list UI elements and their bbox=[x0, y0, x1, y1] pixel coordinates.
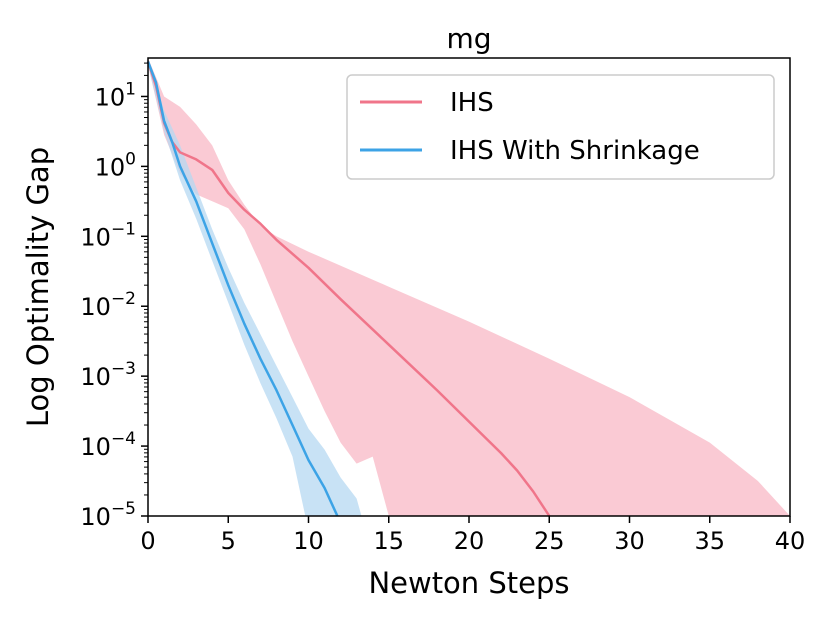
x-tick-label: 30 bbox=[614, 527, 645, 555]
x-tick-label: 25 bbox=[534, 527, 565, 555]
ihs-with-shrinkage-line bbox=[146, 61, 339, 517]
legend-box bbox=[346, 74, 775, 180]
x-tick-label: 10 bbox=[293, 527, 324, 555]
y-tick-label: 10−2 bbox=[80, 289, 136, 321]
y-tick-label: 10−1 bbox=[80, 219, 136, 251]
y-tick-label: 100 bbox=[95, 149, 136, 181]
x-axis-ticks: 0 5 10 15 20 25 30 35 40 bbox=[140, 516, 805, 555]
legend-label-ihs: IHS bbox=[450, 88, 494, 118]
y-axis-ticks: 101 100 10−1 10−2 10−3 10−4 10−5 bbox=[80, 62, 148, 531]
confidence-bands bbox=[148, 58, 790, 516]
x-axis-label: Newton Steps bbox=[368, 566, 569, 600]
x-tick-label: 0 bbox=[140, 527, 155, 555]
x-tick-label: 20 bbox=[454, 527, 485, 555]
chart-title: mg bbox=[446, 22, 491, 55]
x-tick-label: 5 bbox=[221, 527, 236, 555]
legend: IHS IHS With Shrinkage bbox=[346, 74, 775, 180]
y-tick-label: 10−4 bbox=[80, 429, 136, 461]
ihs-band bbox=[148, 58, 790, 516]
series-lines bbox=[146, 61, 551, 517]
x-tick-label: 35 bbox=[694, 527, 725, 555]
y-tick-label: 101 bbox=[95, 79, 136, 111]
y-tick-label: 10−3 bbox=[80, 359, 136, 391]
x-tick-label: 15 bbox=[373, 527, 404, 555]
y-axis-label: Log Optimality Gap bbox=[21, 147, 55, 427]
legend-label-ihs-shrinkage: IHS With Shrinkage bbox=[450, 136, 700, 166]
y-tick-label: 10−5 bbox=[80, 499, 136, 531]
x-tick-label: 40 bbox=[775, 527, 806, 555]
